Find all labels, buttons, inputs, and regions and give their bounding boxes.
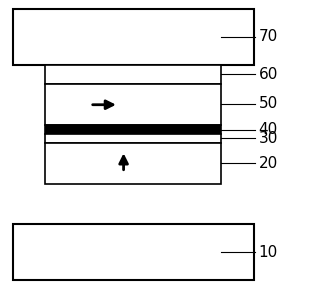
Text: 10: 10: [258, 245, 278, 260]
Text: 70: 70: [258, 30, 278, 44]
Bar: [13, 9, 254, 65]
Bar: [13, 224, 254, 280]
Text: 30: 30: [258, 131, 278, 146]
Bar: [45, 143, 221, 184]
Text: 20: 20: [258, 156, 278, 171]
Bar: [45, 125, 221, 134]
Bar: [45, 65, 221, 84]
Text: 50: 50: [258, 96, 278, 111]
Bar: [45, 84, 221, 125]
Text: 40: 40: [258, 122, 278, 137]
Bar: [45, 134, 221, 143]
Text: 60: 60: [258, 67, 278, 82]
